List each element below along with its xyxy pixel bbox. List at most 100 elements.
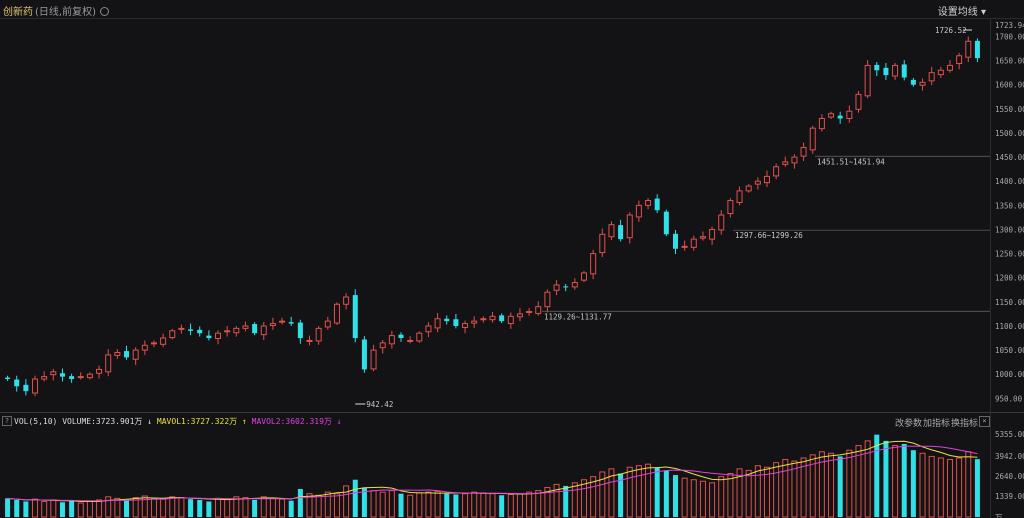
candle[interactable]	[178, 324, 185, 334]
candle[interactable]	[124, 345, 130, 360]
candle[interactable]	[763, 170, 770, 188]
candle[interactable]	[315, 325, 322, 345]
volume-bar[interactable]	[489, 493, 496, 518]
candle[interactable]	[837, 111, 843, 124]
volume-bar[interactable]	[160, 498, 167, 518]
volume-bar[interactable]	[965, 451, 972, 518]
volume-bar[interactable]	[169, 496, 176, 518]
candle[interactable]	[864, 60, 871, 99]
candle[interactable]	[206, 330, 212, 341]
candle[interactable]	[434, 312, 441, 333]
volume-bar[interactable]	[754, 465, 761, 518]
volume-bar[interactable]	[425, 491, 432, 518]
help-icon[interactable]: ?	[2, 416, 12, 426]
volume-bar[interactable]	[206, 501, 212, 517]
volume-bar[interactable]	[324, 491, 331, 518]
volume-bar[interactable]	[86, 500, 93, 518]
volume-bar[interactable]	[553, 483, 560, 518]
volume-bar[interactable]	[837, 456, 843, 517]
candle[interactable]	[297, 319, 303, 344]
candle[interactable]	[59, 368, 65, 382]
volume-bar[interactable]	[5, 498, 11, 517]
candle[interactable]	[105, 349, 112, 377]
volume-bar[interactable]	[444, 493, 450, 517]
vol-indicator-name[interactable]: VOL(5,10)	[14, 417, 58, 426]
candle[interactable]	[937, 66, 944, 78]
volume-bar[interactable]	[288, 500, 294, 517]
add-indicator-button[interactable]: 加指标	[923, 419, 951, 429]
volume-bar[interactable]	[599, 471, 606, 518]
candle[interactable]	[197, 326, 203, 337]
volume-bar[interactable]	[23, 501, 29, 517]
candle[interactable]	[791, 154, 798, 169]
volume-bar[interactable]	[709, 482, 716, 518]
candle[interactable]	[343, 293, 350, 310]
volume-bar[interactable]	[919, 452, 926, 518]
candle[interactable]	[379, 339, 386, 354]
candle[interactable]	[507, 312, 514, 329]
volume-bar[interactable]	[215, 497, 222, 518]
candle[interactable]	[352, 289, 358, 343]
close-icon[interactable]: ×	[979, 416, 990, 427]
candle[interactable]	[370, 344, 377, 372]
candle[interactable]	[480, 316, 487, 323]
volume-bar[interactable]	[535, 490, 542, 518]
volume-bar[interactable]	[132, 497, 139, 518]
volume-bar[interactable]	[782, 459, 789, 518]
candle[interactable]	[77, 372, 84, 380]
candle[interactable]	[215, 330, 222, 345]
candle[interactable]	[41, 371, 48, 382]
volume-bar[interactable]	[946, 459, 953, 518]
volume-bar[interactable]	[188, 499, 194, 517]
volume-bar[interactable]	[361, 487, 367, 517]
candle[interactable]	[645, 198, 652, 210]
volume-bar[interactable]	[544, 486, 551, 518]
candle[interactable]	[874, 62, 880, 77]
volume-bar[interactable]	[507, 493, 514, 518]
candle[interactable]	[618, 219, 624, 242]
volume-bar[interactable]	[252, 499, 258, 517]
volume-bar[interactable]	[416, 492, 423, 518]
volume-bar[interactable]	[956, 457, 963, 518]
candle[interactable]	[800, 142, 807, 161]
volume-bar[interactable]	[516, 493, 523, 518]
volume-bar[interactable]	[462, 493, 469, 518]
candle[interactable]	[901, 60, 907, 81]
candle[interactable]	[252, 322, 258, 336]
candle[interactable]	[553, 280, 560, 296]
candle[interactable]	[499, 313, 505, 324]
volume-bar[interactable]	[343, 485, 350, 518]
candle[interactable]	[782, 156, 789, 167]
candle[interactable]	[526, 308, 533, 316]
volume-bar[interactable]	[580, 479, 587, 518]
candle[interactable]	[324, 316, 331, 330]
candle[interactable]	[818, 114, 825, 132]
volume-bar[interactable]	[645, 463, 652, 518]
volume-bar[interactable]	[370, 490, 377, 518]
volume-bar[interactable]	[928, 455, 935, 518]
candle[interactable]	[462, 320, 469, 334]
change-params-button[interactable]: 改参数	[895, 419, 923, 429]
candle[interactable]	[690, 235, 697, 251]
volume-bar[interactable]	[14, 499, 20, 517]
candle[interactable]	[718, 210, 725, 235]
volume-bar[interactable]	[773, 462, 780, 518]
volume-bar[interactable]	[937, 457, 944, 518]
candle[interactable]	[736, 186, 743, 206]
candle[interactable]	[965, 36, 972, 63]
volume-bar[interactable]	[654, 467, 660, 517]
candle[interactable]	[754, 177, 761, 190]
volume-bar[interactable]	[663, 470, 669, 517]
volume-bar[interactable]	[699, 480, 706, 518]
candle[interactable]	[489, 311, 496, 323]
candle[interactable]	[188, 323, 194, 336]
volume-bar[interactable]	[901, 443, 907, 517]
volume-bar[interactable]	[233, 496, 240, 518]
candle[interactable]	[580, 270, 587, 283]
candle[interactable]	[635, 200, 642, 222]
volume-bar[interactable]	[471, 491, 478, 518]
candle[interactable]	[96, 365, 103, 379]
candle[interactable]	[306, 335, 313, 346]
volume-bar[interactable]	[124, 499, 130, 517]
candle[interactable]	[699, 231, 706, 241]
